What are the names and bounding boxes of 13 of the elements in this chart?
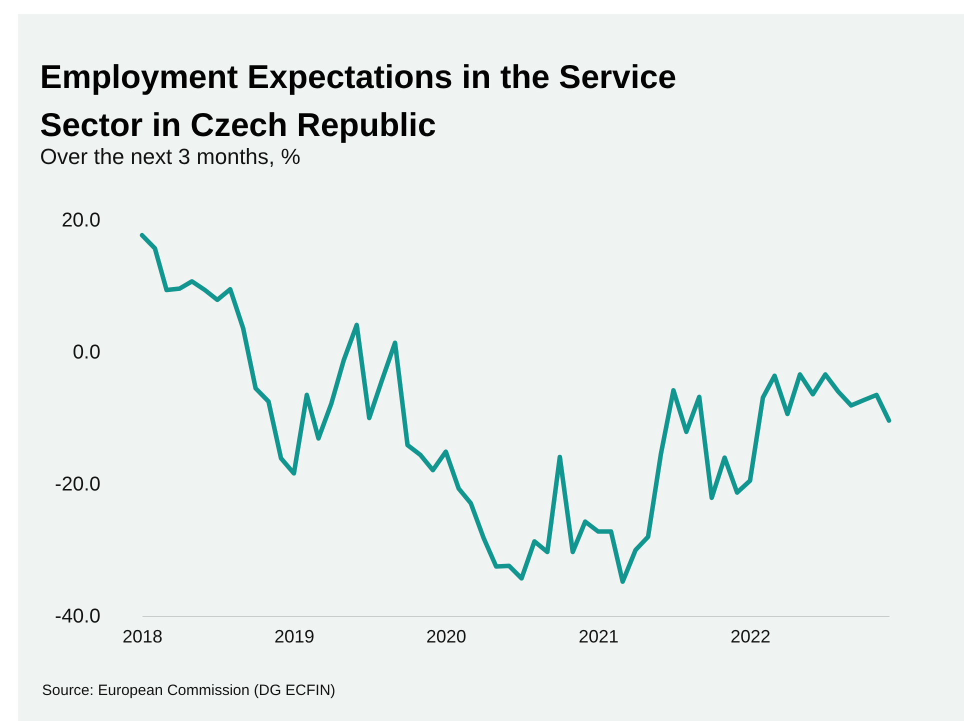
x-tick-label: 2018 xyxy=(122,626,163,646)
source-note: Source: European Commission (DG ECFIN) xyxy=(42,682,336,699)
y-tick-label: -40.0 xyxy=(54,606,100,628)
chart-subtitle: Over the next 3 months, % xyxy=(40,144,300,169)
chart-title: Employment Expectations in the Service Sector in Czech Republic xyxy=(40,58,676,143)
line-series xyxy=(140,232,892,584)
y-tick-label: 0.0 xyxy=(72,342,100,364)
y-tick-label: -20.0 xyxy=(54,474,100,496)
x-tick-label: 2022 xyxy=(730,626,771,646)
y-tick-label: 20.0 xyxy=(62,210,100,232)
x-tick-label: 2021 xyxy=(578,626,619,646)
x-tick-label: 2020 xyxy=(426,626,466,646)
x-tick-label: 2019 xyxy=(274,626,314,646)
